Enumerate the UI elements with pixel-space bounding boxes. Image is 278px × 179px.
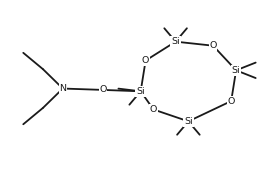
Text: Si: Si <box>171 37 180 46</box>
Text: Si: Si <box>184 117 193 126</box>
Text: O: O <box>209 41 217 50</box>
Text: O: O <box>100 85 107 94</box>
Text: O: O <box>227 97 235 106</box>
Text: O: O <box>142 56 149 65</box>
Text: Si: Si <box>232 66 240 75</box>
Text: Si: Si <box>136 87 145 96</box>
Text: N: N <box>59 84 66 93</box>
Text: O: O <box>150 105 157 114</box>
